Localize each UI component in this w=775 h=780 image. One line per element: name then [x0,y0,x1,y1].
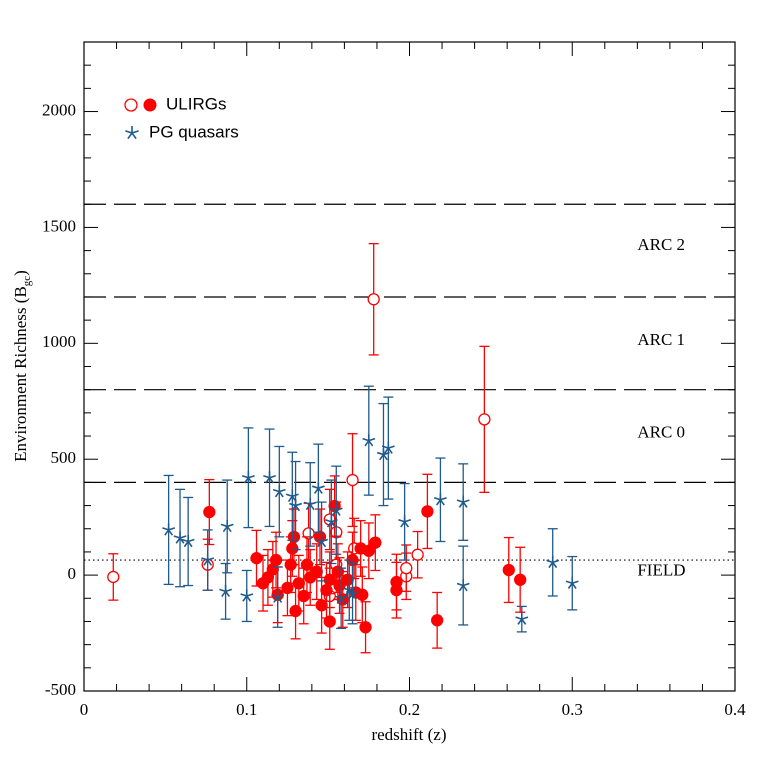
filled-point [323,615,336,628]
filled-point [250,552,263,565]
x-tick-label: 0.3 [562,700,583,719]
filled-point [269,553,283,567]
star-marker [324,515,338,528]
star-marker [201,553,215,566]
filled-point [341,573,354,586]
star-marker [219,584,233,598]
filled-point [203,505,216,519]
open-point [107,570,120,584]
y-tick-label: 0 [68,564,77,583]
filled-point [292,577,305,590]
filled-point [287,530,301,544]
filled-point [323,573,336,586]
band-label: ARC 1 [637,330,685,349]
filled-point [315,599,328,612]
open-point [302,527,315,540]
y-tick-label: 1000 [42,332,76,351]
filled-point [297,589,310,603]
y-label-end: ) [11,270,30,276]
star-marker [362,434,376,447]
filled-point [514,573,527,586]
star-marker [398,515,412,528]
star-marker [456,579,470,592]
filled-point [356,588,369,601]
star-marker [241,471,255,484]
x-tick-label: 0.1 [236,700,257,719]
star-marker [334,591,348,605]
x-tick-label: 0.4 [724,700,746,719]
star-marker [565,576,579,589]
x-axis-label: redshift (z) [371,725,446,744]
filled-point [369,536,382,549]
star-marker [162,523,176,536]
star-marker [220,519,234,533]
legend-label: ULIRGs [166,94,226,113]
star-marker [263,471,276,484]
star-marker [515,612,529,625]
band-label: ARC 0 [637,423,685,442]
star-marker [346,587,359,600]
star-marker [173,531,187,544]
star-marker [456,495,470,508]
star-marker [311,481,325,494]
star-marker [381,441,395,454]
band-label: ARC 2 [637,235,685,254]
filled-point [359,621,372,634]
star-marker [546,555,560,569]
filled-point [502,563,515,577]
open-point [478,413,491,426]
y-tick-label: 500 [51,448,77,467]
star-marker [271,590,285,603]
legend-label: PG quasars [149,122,239,141]
legend-marker [124,98,138,112]
star-marker [272,485,286,498]
x-tick-label: 0.2 [399,700,420,719]
filled-point [362,544,375,557]
filled-point [310,565,323,578]
star-marker [315,534,329,548]
x-tick-label: 0 [80,700,89,719]
open-point [400,562,413,575]
star-marker [289,499,303,512]
star-marker [377,448,390,461]
open-point [346,473,359,487]
open-point [411,548,424,561]
filled-point [431,614,444,627]
filled-point [390,584,403,597]
star-marker [433,493,447,506]
star-marker [329,503,343,516]
open-point [367,293,380,306]
y-tick-label: 1500 [42,216,76,235]
band-label: FIELD [637,561,685,580]
y-tick-label: -500 [45,680,76,699]
y-tick-label: 2000 [42,100,76,119]
star-marker [240,589,254,602]
y-label-text: Environment Richness (B [11,286,30,462]
filled-point [421,505,434,518]
legend-marker [125,126,139,140]
star-marker [181,534,195,548]
legend-marker [143,98,157,112]
y-label-sub: gc [21,276,33,287]
star-marker [303,497,317,511]
y-axis-label: Environment Richness (Bgc) [11,270,33,462]
